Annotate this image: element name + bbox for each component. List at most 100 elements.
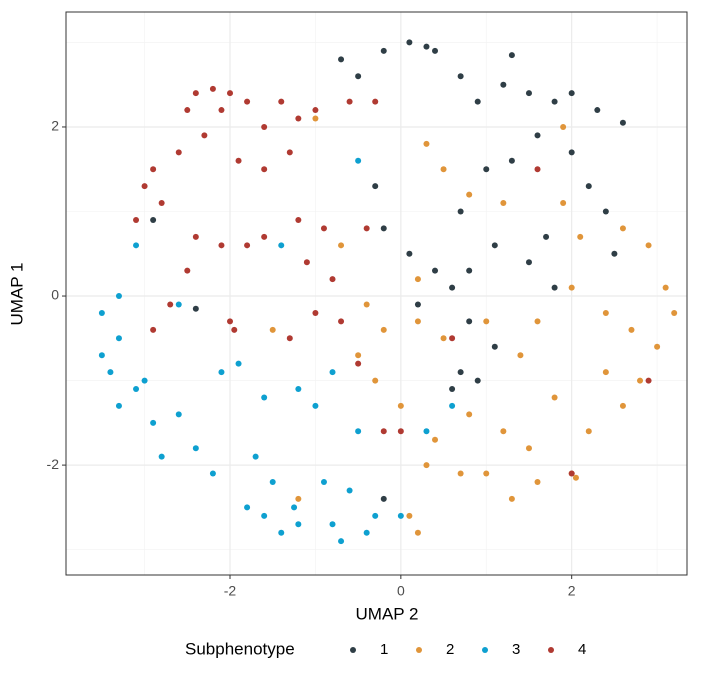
point <box>192 305 199 312</box>
point <box>423 462 430 469</box>
point <box>414 318 421 325</box>
y-tick-label: 0 <box>51 287 59 303</box>
point <box>466 267 473 274</box>
point <box>192 445 199 452</box>
point <box>551 98 558 105</box>
y-tick-label: 2 <box>51 118 59 134</box>
point <box>568 470 575 477</box>
point <box>397 402 404 409</box>
point <box>167 301 174 308</box>
point <box>338 56 345 63</box>
point <box>338 318 345 325</box>
point <box>227 90 234 97</box>
point <box>449 386 456 393</box>
point <box>329 521 336 528</box>
point <box>303 259 310 266</box>
point <box>568 90 575 97</box>
point <box>261 233 268 240</box>
point <box>141 377 148 384</box>
point <box>543 233 550 240</box>
point <box>261 123 268 130</box>
point <box>491 343 498 350</box>
point <box>432 436 439 443</box>
point <box>192 90 199 97</box>
point <box>637 377 644 384</box>
point <box>261 394 268 401</box>
point <box>312 402 319 409</box>
point <box>449 335 456 342</box>
point <box>295 495 302 502</box>
point <box>662 284 669 291</box>
point <box>449 402 456 409</box>
point <box>457 208 464 215</box>
point <box>261 166 268 173</box>
point <box>133 216 140 223</box>
legend-title: Subphenotype <box>185 639 295 658</box>
point <box>423 140 430 147</box>
point <box>312 107 319 114</box>
point <box>192 233 199 240</box>
point <box>218 369 225 376</box>
point <box>577 233 584 240</box>
point <box>602 309 609 316</box>
point <box>291 504 298 511</box>
point <box>346 98 353 105</box>
x-axis-label: UMAP 2 <box>356 604 419 623</box>
point <box>602 369 609 376</box>
point <box>115 402 122 409</box>
point <box>150 216 157 223</box>
point <box>483 318 490 325</box>
point <box>133 386 140 393</box>
point <box>628 326 635 333</box>
point <box>500 428 507 435</box>
point <box>619 225 626 232</box>
point <box>406 39 413 46</box>
plot-border <box>65 11 688 576</box>
point <box>338 242 345 249</box>
point <box>568 284 575 291</box>
point <box>269 326 276 333</box>
point <box>346 487 353 494</box>
x-tick-label: -2 <box>224 583 237 599</box>
point <box>645 377 652 384</box>
point <box>440 166 447 173</box>
point <box>508 157 515 164</box>
point <box>508 52 515 59</box>
point <box>329 276 336 283</box>
point <box>244 242 251 249</box>
point <box>278 98 285 105</box>
point <box>423 428 430 435</box>
point <box>585 428 592 435</box>
y-tick-label: -2 <box>47 456 60 472</box>
point <box>602 208 609 215</box>
point <box>380 428 387 435</box>
point <box>295 115 302 122</box>
point <box>619 119 626 126</box>
point <box>158 200 165 207</box>
point <box>525 259 532 266</box>
point <box>107 369 114 376</box>
point <box>355 352 362 359</box>
legend-label: 1 <box>380 641 388 658</box>
point <box>184 107 191 114</box>
point <box>414 301 421 308</box>
point <box>397 428 404 435</box>
point <box>619 402 626 409</box>
point <box>466 191 473 198</box>
point <box>466 318 473 325</box>
point <box>397 512 404 519</box>
point <box>133 242 140 249</box>
legend-marker <box>482 647 488 653</box>
point <box>525 90 532 97</box>
point <box>363 225 370 232</box>
point <box>466 411 473 418</box>
point <box>115 335 122 342</box>
point <box>363 301 370 308</box>
point <box>227 318 234 325</box>
point <box>235 360 242 367</box>
point <box>457 369 464 376</box>
point <box>474 377 481 384</box>
point <box>252 453 259 460</box>
point <box>560 200 567 207</box>
